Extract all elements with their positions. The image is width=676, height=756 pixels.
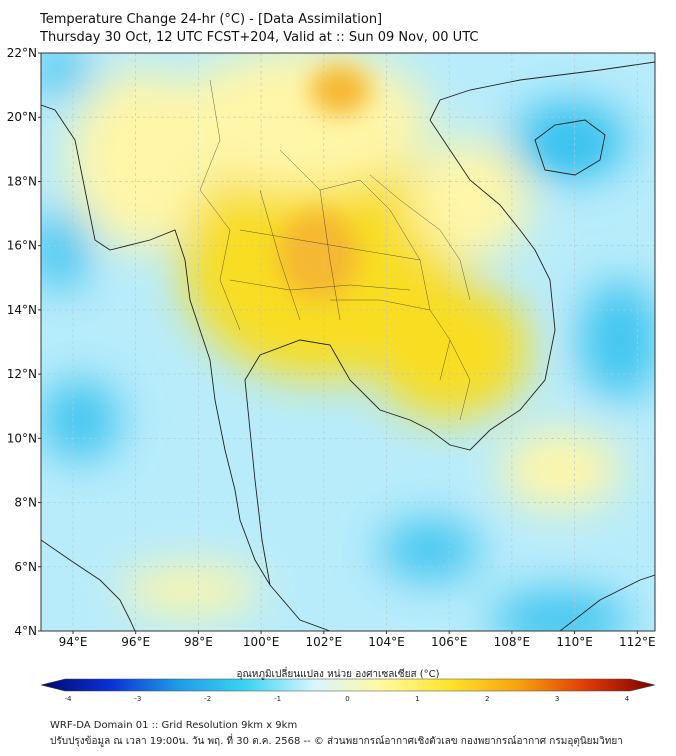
- warm-region-sumatra: [120, 565, 260, 615]
- footer-credits: ปรับปรุงข้อมูล ณ เวลา 19:00น. วัน พฤ. ที…: [50, 736, 623, 747]
- country-borders: [199, 79, 471, 421]
- cool-region-bay: [41, 210, 90, 290]
- warm-region-myanmar: [70, 70, 210, 250]
- lat-label: 20°N: [7, 110, 37, 124]
- cool-region-nw: [41, 53, 90, 95]
- lat-label: 4°N: [14, 624, 37, 638]
- lon-label: 94°E: [59, 635, 88, 649]
- colorbar-tick-label: 0: [345, 695, 349, 703]
- warm-core-central: [278, 210, 358, 300]
- lon-label: 112°E: [619, 635, 656, 649]
- colorbar-tick-label: -1: [274, 695, 281, 703]
- border-laos-vietnam: [369, 174, 471, 301]
- border-thailand-cambodia: [330, 299, 451, 381]
- map-title: Temperature Change 24-hr (°C) - [Data As…: [40, 12, 383, 27]
- province-lines-4: [319, 189, 341, 321]
- province-lines-2: [229, 279, 411, 291]
- colorbar-tick-label: 3: [555, 695, 559, 703]
- lon-label: 102°E: [306, 635, 343, 649]
- province-lines-3: [259, 189, 301, 321]
- lon-label: 98°E: [184, 635, 213, 649]
- warm-region-cambodia: [370, 280, 530, 420]
- cool-region-east: [580, 280, 655, 400]
- colorbar-ticks: -4 -3 -2 -1 0 1 2 3 4: [65, 695, 630, 703]
- lat-label: 14°N: [7, 303, 37, 317]
- lon-label: 96°E: [121, 635, 150, 649]
- sumatra-coast: [41, 539, 136, 631]
- lat-label: 12°N: [7, 367, 37, 381]
- longitude-labels: 94°E 96°E 98°E 100°E 102°E 104°E 106°E 108°E 110…: [59, 631, 656, 649]
- border-thailand-laos: [279, 149, 431, 311]
- mainland-coast: [41, 104, 331, 631]
- cool-core-hainan: [540, 125, 600, 165]
- colorbar-tick-label: 1: [415, 695, 419, 703]
- lon-label: 106°E: [431, 635, 468, 649]
- border-myanmar-thailand: [199, 79, 241, 331]
- graticule: [41, 53, 655, 631]
- cool-region-south: [490, 590, 630, 631]
- coastlines: [41, 61, 655, 631]
- footer-model-info: WRF-DA Domain 01 :: Grid Resolution 9km …: [50, 720, 298, 731]
- lat-label: 6°N: [14, 560, 37, 574]
- latitude-labels: 22°N 20°N 18°N 16°N 14°N 12°N 10°N 8°N 6°N 4°N: [7, 46, 41, 638]
- gulf-coast: [244, 61, 655, 586]
- colorbar-title: อุณหภูมิเปลี่ยนแปลง หน่วย องศาเซลเซียส (…: [236, 669, 440, 680]
- colorbar-bar: [40, 678, 656, 692]
- hainan-island: [534, 119, 606, 176]
- temperature-field: [41, 53, 655, 631]
- lat-label: 18°N: [7, 174, 37, 188]
- map-subtitle: Thursday 30 Oct, 12 UTC FCST+204, Valid …: [40, 30, 479, 45]
- lon-label: 108°E: [494, 635, 531, 649]
- province-lines-1: [239, 229, 421, 261]
- colorbar-tick-label: -2: [204, 695, 211, 703]
- lat-label: 8°N: [14, 496, 37, 510]
- colorbar: -4 -3 -2 -1 0 1 2 3 4: [40, 678, 656, 703]
- warm-core-north: [310, 65, 370, 115]
- lat-label: 16°N: [7, 239, 37, 253]
- map-frame: [40, 52, 656, 632]
- cool-region-gulf: [380, 520, 480, 580]
- cool-region-andaman: [41, 380, 120, 460]
- lat-label: 10°N: [7, 431, 37, 445]
- lon-label: 100°E: [243, 635, 280, 649]
- lat-label: 22°N: [7, 46, 37, 60]
- lon-label: 104°E: [368, 635, 405, 649]
- borneo-coast: [559, 574, 655, 631]
- lon-label: 110°E: [556, 635, 593, 649]
- colorbar-tick-label: 4: [625, 695, 630, 703]
- field-cores: [278, 65, 600, 300]
- colorbar-tick-label: 2: [485, 695, 489, 703]
- colorbar-tick-label: -3: [134, 695, 141, 703]
- colorbar-tick-label: -4: [65, 695, 73, 703]
- warm-region-sea: [500, 430, 620, 510]
- border-cambodia-vietnam: [449, 339, 471, 421]
